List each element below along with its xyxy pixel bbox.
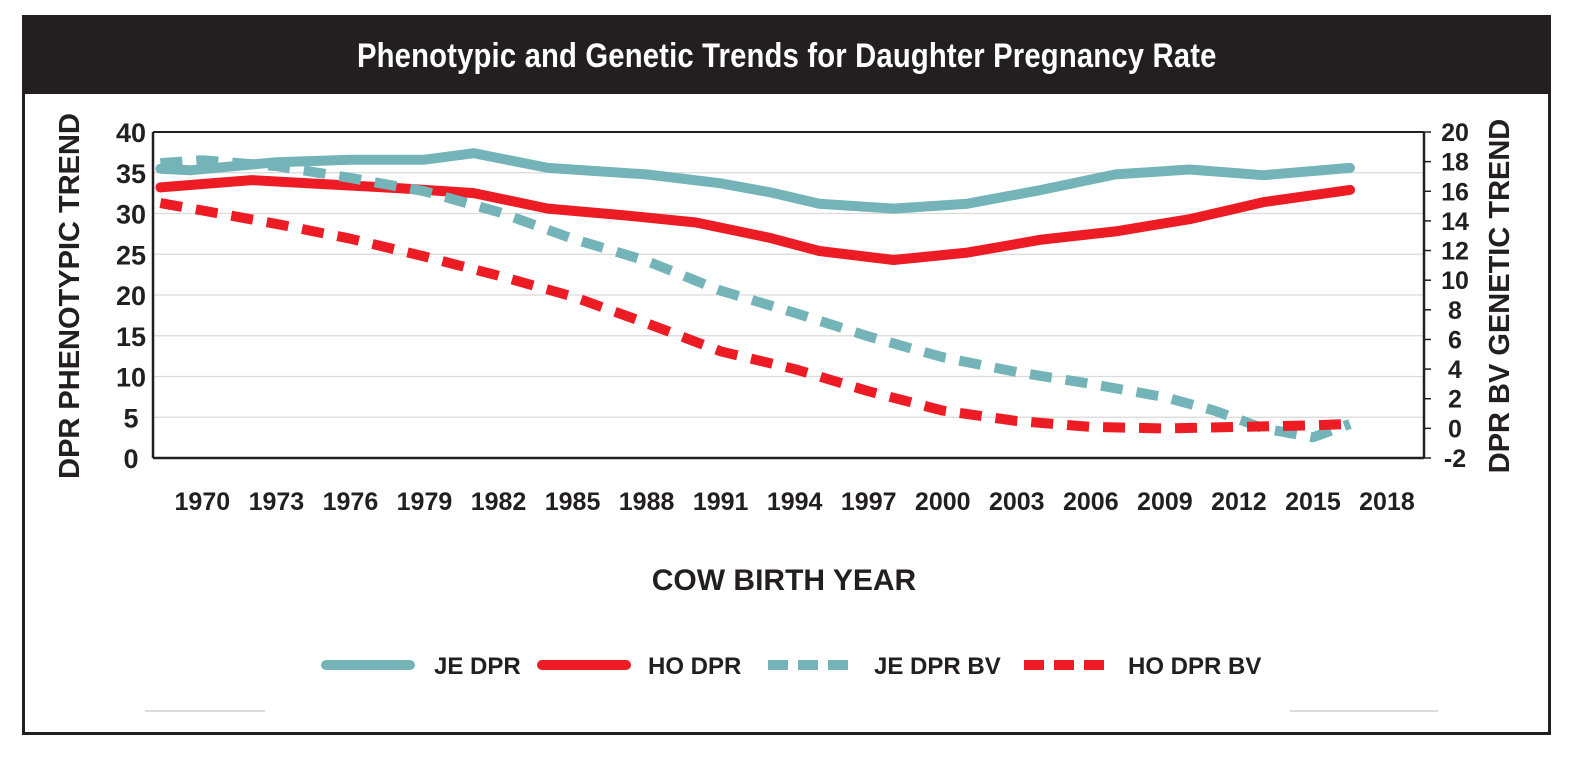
y-left-tick-label: 10 [116,363,146,393]
series-lines [155,148,1355,443]
x-tick-label: 1982 [471,488,527,516]
y-right-tick-label: 2 [1448,386,1462,414]
y-right-tick-label: 20 [1441,119,1469,147]
series-line-ho-dpr-bv [159,198,1351,434]
y-left-tick-label: 0 [123,444,138,474]
y-left-tick-label: 15 [116,322,146,352]
x-tick-label: 2015 [1285,488,1341,516]
y-right-tick-label: 8 [1448,297,1462,325]
y-left-tick-label: 5 [123,403,138,433]
x-tick-label: 1979 [397,488,453,516]
legend-label: HO DPR BV [1128,653,1261,680]
y-left-tick-label: 30 [116,200,146,230]
axes [151,131,1431,460]
x-tick-label: 2018 [1359,488,1415,516]
y-left-tick-label: 20 [116,281,146,311]
y-left-tick-label: 25 [116,240,146,270]
y-right-tick-label: 14 [1441,208,1469,236]
legend: JE DPR HO DPR JE DPR BV HO DPR BV [321,653,1261,680]
x-tick-label: 1976 [323,488,379,516]
y-right-tick-label: 16 [1441,178,1469,206]
x-tick-label: 1988 [619,488,675,516]
chart-title: Phenotypic and Genetic Trends for Daught… [356,36,1217,75]
x-tick-label: 1973 [249,488,305,516]
series-line-je-dpr [155,148,1355,214]
y-right-tick-label: 6 [1448,326,1462,354]
x-tick-label: 1985 [545,488,601,516]
y-right-tick-label: -2 [1444,445,1466,473]
x-tick-label: 1991 [693,488,749,516]
y-right-tick-label: 18 [1441,149,1469,177]
x-tick-label: 2006 [1063,488,1119,516]
y-right-tick-label: 0 [1448,415,1462,443]
legend-label: JE DPR BV [874,653,1001,680]
x-axis-title: COW BIRTH YEAR [652,564,917,597]
x-tick-label: 1997 [841,488,897,516]
legend-label: JE DPR [434,653,521,680]
x-tick-label: 2000 [915,488,971,516]
y-left-axis-title: DPR PHENOTYPIC TREND [54,113,86,479]
y-left-tick-label: 35 [116,159,146,189]
y-right-tick-label: 4 [1448,356,1462,384]
title-bar: Phenotypic and Genetic Trends for Daught… [25,18,1548,94]
y-left-tick-label: 40 [116,118,146,148]
y-right-axis-title: DPR BV GENETIC TREND [1484,119,1516,473]
x-tick-label: 2003 [989,488,1045,516]
x-tick-label: 1970 [175,488,231,516]
y-right-tick-label: 10 [1441,267,1469,295]
x-tick-label: 1994 [767,488,823,516]
chart-frame: Phenotypic and Genetic Trends for Daught… [22,15,1551,735]
legend-label: HO DPR [648,653,741,680]
x-tick-label: 2012 [1211,488,1267,516]
series-line-je-dpr-bv [160,155,1352,443]
x-tick-label: 2009 [1137,488,1193,516]
y-right-tick-label: 12 [1441,238,1469,266]
